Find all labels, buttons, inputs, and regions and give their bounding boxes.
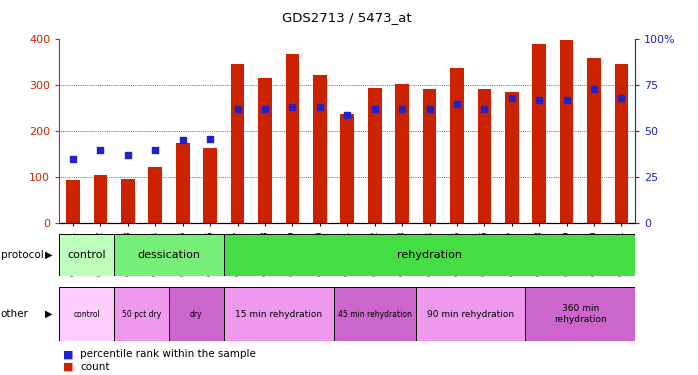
Bar (285, 54, 299, 223)
Text: ■: ■ (63, 362, 73, 372)
Bar (121, 180, 135, 223)
Bar (224, 234, 635, 276)
Bar (477, 90, 491, 223)
Bar (368, 88, 382, 223)
Text: dessication: dessication (138, 250, 200, 260)
Point (149, 147, 161, 153)
Bar (203, 148, 217, 223)
Point (424, 106, 435, 112)
Bar (526, 287, 635, 341)
Point (260, 106, 271, 112)
Text: 50 pct dry: 50 pct dry (122, 310, 161, 319)
Text: ▶: ▶ (45, 309, 52, 319)
Point (122, 152, 133, 158)
Bar (66, 180, 80, 223)
Point (616, 95, 627, 101)
Text: 15 min rehydration: 15 min rehydration (235, 310, 322, 319)
Point (533, 97, 544, 103)
Point (314, 104, 325, 110)
Text: protocol: protocol (1, 250, 43, 260)
Text: 90 min rehydration: 90 min rehydration (427, 310, 514, 319)
Bar (114, 234, 224, 276)
Bar (560, 40, 574, 223)
Text: 45 min rehydration: 45 min rehydration (338, 310, 412, 319)
Point (479, 106, 490, 112)
Bar (450, 68, 463, 223)
Text: 360 min
rehydration: 360 min rehydration (554, 304, 607, 324)
Text: dry: dry (190, 310, 202, 319)
Text: count: count (80, 362, 110, 372)
Point (177, 138, 188, 144)
Bar (231, 64, 244, 223)
Point (341, 112, 352, 118)
Point (95, 147, 106, 153)
Bar (149, 167, 162, 223)
Point (561, 97, 572, 103)
Bar (114, 287, 169, 341)
Bar (423, 90, 436, 223)
Bar (59, 287, 114, 341)
Text: other: other (1, 309, 29, 319)
Bar (313, 75, 327, 223)
Bar (224, 287, 334, 341)
Text: rehydration: rehydration (397, 250, 462, 260)
Point (452, 101, 463, 107)
Bar (395, 84, 409, 223)
Bar (59, 234, 114, 276)
Point (369, 106, 380, 112)
Bar (94, 176, 107, 223)
Point (68, 156, 79, 162)
Bar (258, 78, 272, 223)
Bar (615, 64, 628, 223)
Text: control: control (73, 310, 100, 319)
Bar (416, 287, 526, 341)
Bar (587, 58, 601, 223)
Bar (341, 114, 354, 223)
Point (287, 104, 298, 110)
Bar (505, 92, 519, 223)
Bar (334, 287, 416, 341)
Point (232, 106, 243, 112)
Text: GDS2713 / 5473_at: GDS2713 / 5473_at (283, 11, 412, 24)
Text: ■: ■ (63, 350, 73, 359)
Point (205, 136, 216, 142)
Bar (169, 287, 224, 341)
Point (506, 95, 517, 101)
Point (588, 86, 600, 92)
Point (396, 106, 408, 112)
Bar (533, 44, 546, 223)
Text: percentile rank within the sample: percentile rank within the sample (80, 350, 256, 359)
Bar (176, 143, 190, 223)
Text: control: control (68, 250, 106, 260)
Text: ▶: ▶ (45, 250, 52, 260)
